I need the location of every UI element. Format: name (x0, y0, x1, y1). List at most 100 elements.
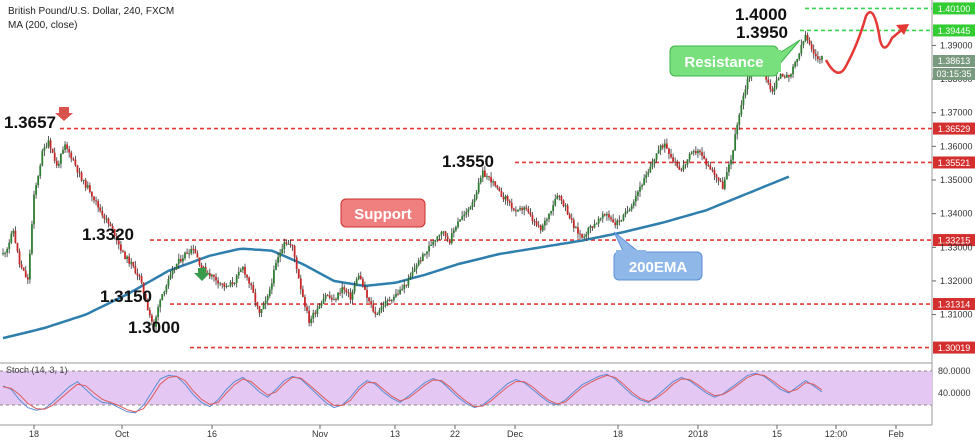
candle-body (469, 206, 472, 210)
candle-body (186, 252, 188, 254)
candle-body (122, 250, 124, 252)
candle-body (639, 186, 641, 192)
candle-body (256, 302, 259, 307)
candle-body (705, 158, 708, 165)
candle-body (465, 212, 468, 215)
candle-body (649, 166, 652, 173)
candle-body (68, 148, 71, 153)
candle-body (22, 267, 25, 271)
candle-body (546, 219, 548, 221)
candle-body (266, 295, 269, 301)
candle-body (401, 288, 404, 290)
candle-body (790, 74, 792, 77)
candle-body (310, 318, 313, 323)
candle-body (399, 289, 401, 294)
candle-body (165, 285, 168, 292)
level-axis-tag-text: 1.31314 (938, 300, 971, 310)
time-tick-label: 12:00 (825, 429, 848, 439)
candle-body (490, 177, 492, 183)
candle-body (119, 244, 122, 251)
candle-body (816, 56, 819, 60)
candle-body (653, 159, 656, 164)
candle-body (328, 295, 331, 298)
candle-body (24, 270, 27, 278)
candle-body (395, 293, 397, 297)
candle-body (723, 179, 726, 189)
candle-body (37, 176, 40, 186)
candle-body (258, 306, 261, 313)
candle-body (500, 191, 503, 197)
candle-body (316, 308, 319, 314)
candle-body (246, 274, 248, 278)
candle-body (736, 124, 739, 135)
candle-body (783, 76, 786, 78)
candle-body (711, 169, 714, 171)
candle-body (775, 80, 778, 88)
candle-body (506, 196, 509, 202)
candle-body (113, 229, 116, 236)
candle-body (728, 164, 730, 173)
candle-body (798, 53, 801, 59)
candle-body (610, 217, 612, 220)
time-tick-label: 18 (29, 429, 39, 439)
candle-body (593, 223, 596, 228)
candle-body (581, 234, 583, 238)
candle-body (47, 140, 50, 147)
candle-body (618, 220, 621, 222)
candle-body (33, 194, 35, 225)
candle-body (312, 312, 315, 319)
time-tick-label: 2018 (688, 429, 708, 439)
candle-body (599, 218, 602, 220)
candle-body (117, 240, 120, 245)
candle-body (419, 260, 422, 262)
candle-body (574, 227, 577, 229)
candle-body (374, 311, 377, 314)
candle-body (438, 234, 441, 237)
level-axis-tag (933, 122, 975, 135)
candle-body (579, 233, 581, 235)
candle-body (12, 230, 15, 234)
candle-body (409, 275, 412, 279)
candle-body (655, 153, 658, 160)
candle-body (78, 172, 81, 174)
candle-body (502, 196, 505, 200)
candle-body (812, 49, 815, 54)
candle-body (463, 214, 466, 217)
candle-body (210, 274, 213, 277)
candle-body (785, 74, 788, 78)
candle-body (434, 239, 437, 242)
candle-body (208, 273, 211, 277)
ema-callout-label: 200EMA (629, 259, 688, 276)
candle-body (521, 208, 524, 210)
label-1-4000: 1.4000 (735, 5, 787, 24)
price-tick-label: 1.32000 (940, 276, 973, 286)
candle-body (560, 196, 563, 201)
candle-body (169, 274, 172, 279)
candle-body (388, 299, 391, 301)
candle-body (268, 289, 271, 296)
candle-body (326, 295, 329, 297)
candle-body (570, 218, 573, 220)
candle-body (746, 78, 749, 90)
candle-body (804, 34, 807, 42)
candle-body (512, 208, 515, 211)
time-tick-label: Oct (115, 429, 130, 439)
candle-body (510, 202, 513, 209)
candle-body (628, 209, 631, 211)
label-1-3550: 1.3550 (442, 152, 494, 171)
time-tick-label: 13 (390, 429, 400, 439)
candle-body (215, 276, 217, 281)
candle-body (603, 214, 606, 216)
candle-body (217, 280, 219, 284)
candle-body (126, 256, 128, 260)
candle-body (101, 210, 104, 216)
current-price-text: 1.38613 (938, 56, 971, 66)
candle-body (634, 195, 637, 202)
candle-body (424, 253, 426, 255)
candle-body (273, 269, 275, 284)
candle-body (76, 165, 79, 173)
candle-body (171, 270, 174, 275)
candle-body (709, 165, 712, 170)
candle-body (802, 41, 805, 45)
candle-body (277, 256, 279, 263)
